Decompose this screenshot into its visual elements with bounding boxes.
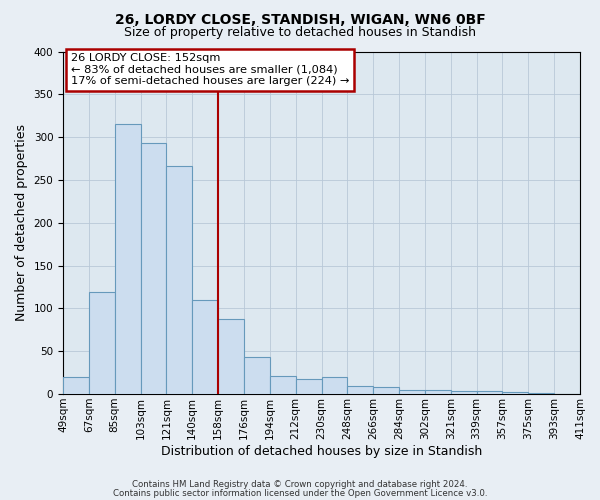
Bar bbox=[502, 392, 529, 394]
Bar bbox=[140, 143, 166, 394]
Bar bbox=[115, 124, 140, 394]
Bar bbox=[270, 376, 296, 394]
Bar bbox=[166, 166, 192, 394]
Bar bbox=[347, 386, 373, 394]
Text: 26 LORDY CLOSE: 152sqm
← 83% of detached houses are smaller (1,084)
17% of semi-: 26 LORDY CLOSE: 152sqm ← 83% of detached… bbox=[71, 53, 349, 86]
Text: Contains HM Land Registry data © Crown copyright and database right 2024.: Contains HM Land Registry data © Crown c… bbox=[132, 480, 468, 489]
Bar bbox=[218, 318, 244, 394]
Text: Contains public sector information licensed under the Open Government Licence v3: Contains public sector information licen… bbox=[113, 489, 487, 498]
Bar bbox=[373, 387, 399, 394]
Bar bbox=[244, 357, 270, 394]
Bar bbox=[476, 392, 502, 394]
Bar bbox=[63, 377, 89, 394]
Bar bbox=[399, 390, 425, 394]
Bar bbox=[529, 393, 554, 394]
Bar bbox=[451, 390, 476, 394]
X-axis label: Distribution of detached houses by size in Standish: Distribution of detached houses by size … bbox=[161, 444, 482, 458]
Bar bbox=[296, 380, 322, 394]
Bar bbox=[89, 292, 115, 394]
Bar bbox=[580, 390, 600, 394]
Text: Size of property relative to detached houses in Standish: Size of property relative to detached ho… bbox=[124, 26, 476, 39]
Bar bbox=[192, 300, 218, 394]
Bar bbox=[425, 390, 451, 394]
Bar bbox=[322, 377, 347, 394]
Y-axis label: Number of detached properties: Number of detached properties bbox=[15, 124, 28, 322]
Text: 26, LORDY CLOSE, STANDISH, WIGAN, WN6 0BF: 26, LORDY CLOSE, STANDISH, WIGAN, WN6 0B… bbox=[115, 12, 485, 26]
